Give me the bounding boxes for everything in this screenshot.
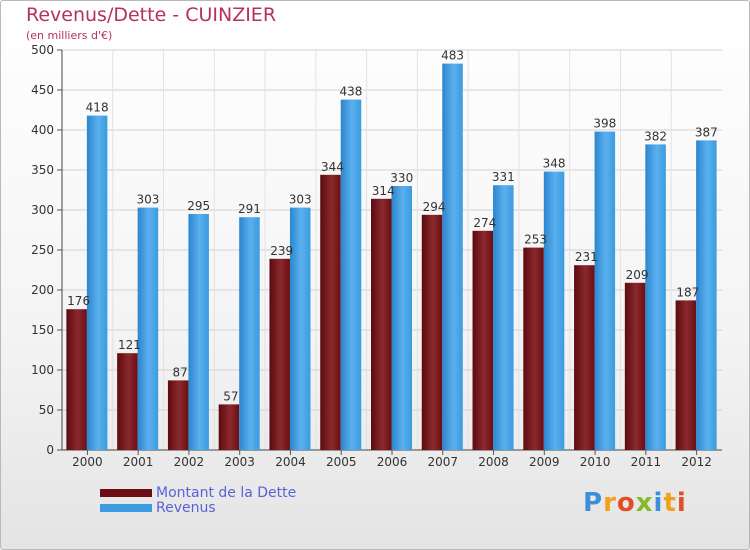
proxiti-logo: Proxiti <box>583 488 687 518</box>
y-tick-label-200: 200 <box>31 283 54 297</box>
x-tick-label-2005: 2005 <box>326 455 357 469</box>
legend-swatch-revenus <box>100 504 152 512</box>
bar-revenus-2004 <box>289 207 311 450</box>
bar-dette-2003 <box>218 404 240 450</box>
data-label-dette-2009: 253 <box>524 233 547 247</box>
data-label-dette-2001: 121 <box>118 338 141 352</box>
data-label-revenus-2002: 295 <box>187 199 210 213</box>
data-label-dette-2007: 294 <box>423 200 446 214</box>
y-tick-label-500: 500 <box>31 43 54 57</box>
bar-dette-2012 <box>675 300 697 450</box>
y-tick-label-50: 50 <box>39 403 54 417</box>
bar-revenus-2008 <box>493 185 514 450</box>
data-label-revenus-2005: 438 <box>340 85 363 99</box>
data-label-revenus-2003: 291 <box>238 202 261 216</box>
bar-dette-2006 <box>371 198 392 450</box>
x-tick-label-2008: 2008 <box>478 455 509 469</box>
data-label-dette-2011: 209 <box>626 268 649 282</box>
bar-revenus-2003 <box>239 217 260 450</box>
bar-revenus-2006 <box>391 186 412 450</box>
bar-revenus-2010 <box>594 131 616 450</box>
data-label-dette-2008: 274 <box>473 216 496 230</box>
tick-labels: 0 50 100 150 200 250 300 350 400 450 500 2000 2001 20… <box>31 43 712 469</box>
data-label-revenus-2008: 331 <box>492 170 515 184</box>
data-label-dette-2012: 187 <box>676 285 699 299</box>
bar-revenus-2002 <box>188 214 209 450</box>
data-label-revenus-2011: 382 <box>644 129 667 143</box>
data-label-revenus-2010: 398 <box>593 117 616 131</box>
bar-dette-2010 <box>574 265 595 450</box>
data-labels: 176 418 121 303 87 295 57 291 239 303 344 438 314330… <box>67 49 718 404</box>
data-label-revenus-2000: 418 <box>86 101 109 115</box>
bar-dette-2007 <box>421 214 443 450</box>
y-tick-label-150: 150 <box>31 323 54 337</box>
bar-dette-2004 <box>269 258 290 450</box>
y-tick-label-450: 450 <box>31 83 54 97</box>
y-tick-label-400: 400 <box>31 123 54 137</box>
x-tick-label-2003: 2003 <box>224 455 255 469</box>
bar-revenus-2000 <box>86 115 108 450</box>
x-tick-label-2011: 2011 <box>631 455 662 469</box>
y-tick-label-300: 300 <box>31 203 54 217</box>
bar-dette-2001 <box>117 353 138 450</box>
chart-title: Revenus/Dette - CUINZIER <box>26 4 277 26</box>
y-tick-label-0: 0 <box>46 443 54 457</box>
data-label-revenus-2001: 303 <box>136 193 159 207</box>
data-label-revenus-2006: 330 <box>390 171 413 185</box>
bar-dette-2005 <box>320 174 341 451</box>
legend-swatch-dette <box>100 489 152 497</box>
data-label-dette-2006: 314 <box>372 184 395 198</box>
x-tick-label-2007: 2007 <box>427 455 458 469</box>
bar-dette-2009 <box>523 247 544 450</box>
data-label-revenus-2012: 387 <box>695 125 718 139</box>
bar-revenus-2009 <box>543 171 565 450</box>
bar-dette-2002 <box>167 380 189 450</box>
x-tick-label-2000: 2000 <box>72 455 103 469</box>
bar-revenus-2007 <box>442 63 463 450</box>
x-tick-label-2009: 2009 <box>529 455 560 469</box>
bar-revenus-2005 <box>340 99 362 450</box>
y-tick-label-350: 350 <box>31 163 54 177</box>
chart-subtitle: (en milliers d'€) <box>26 29 113 42</box>
y-tick-label-100: 100 <box>31 363 54 377</box>
x-tick-label-2012: 2012 <box>681 455 712 469</box>
legend-label-dette: Montant de la Dette <box>156 485 297 501</box>
bar-revenus-2011 <box>645 144 666 450</box>
bars <box>66 63 717 451</box>
legend-label-revenus: Revenus <box>156 500 216 516</box>
bar-revenus-2001 <box>137 207 159 450</box>
y-tick-label-250: 250 <box>31 243 54 257</box>
bar-revenus-2012 <box>696 140 717 450</box>
x-tick-label-2001: 2001 <box>123 455 154 469</box>
data-label-dette-2000: 176 <box>67 294 90 308</box>
x-tick-label-2002: 2002 <box>174 455 205 469</box>
x-tick-label-2004: 2004 <box>275 455 306 469</box>
data-label-dette-2002: 87 <box>173 365 188 379</box>
data-label-dette-2010: 231 <box>575 250 598 264</box>
data-label-revenus-2007: 483 <box>441 49 464 63</box>
bar-dette-2011 <box>624 282 646 450</box>
x-tick-label-2006: 2006 <box>377 455 408 469</box>
bar-dette-2008 <box>472 230 494 450</box>
data-label-dette-2005: 344 <box>321 160 344 174</box>
data-label-revenus-2004: 303 <box>289 193 312 207</box>
data-label-dette-2004: 239 <box>270 244 293 258</box>
data-label-revenus-2009: 348 <box>543 157 566 171</box>
x-tick-label-2010: 2010 <box>580 455 611 469</box>
bar-dette-2000 <box>66 309 87 450</box>
data-label-dette-2003: 57 <box>223 389 238 403</box>
